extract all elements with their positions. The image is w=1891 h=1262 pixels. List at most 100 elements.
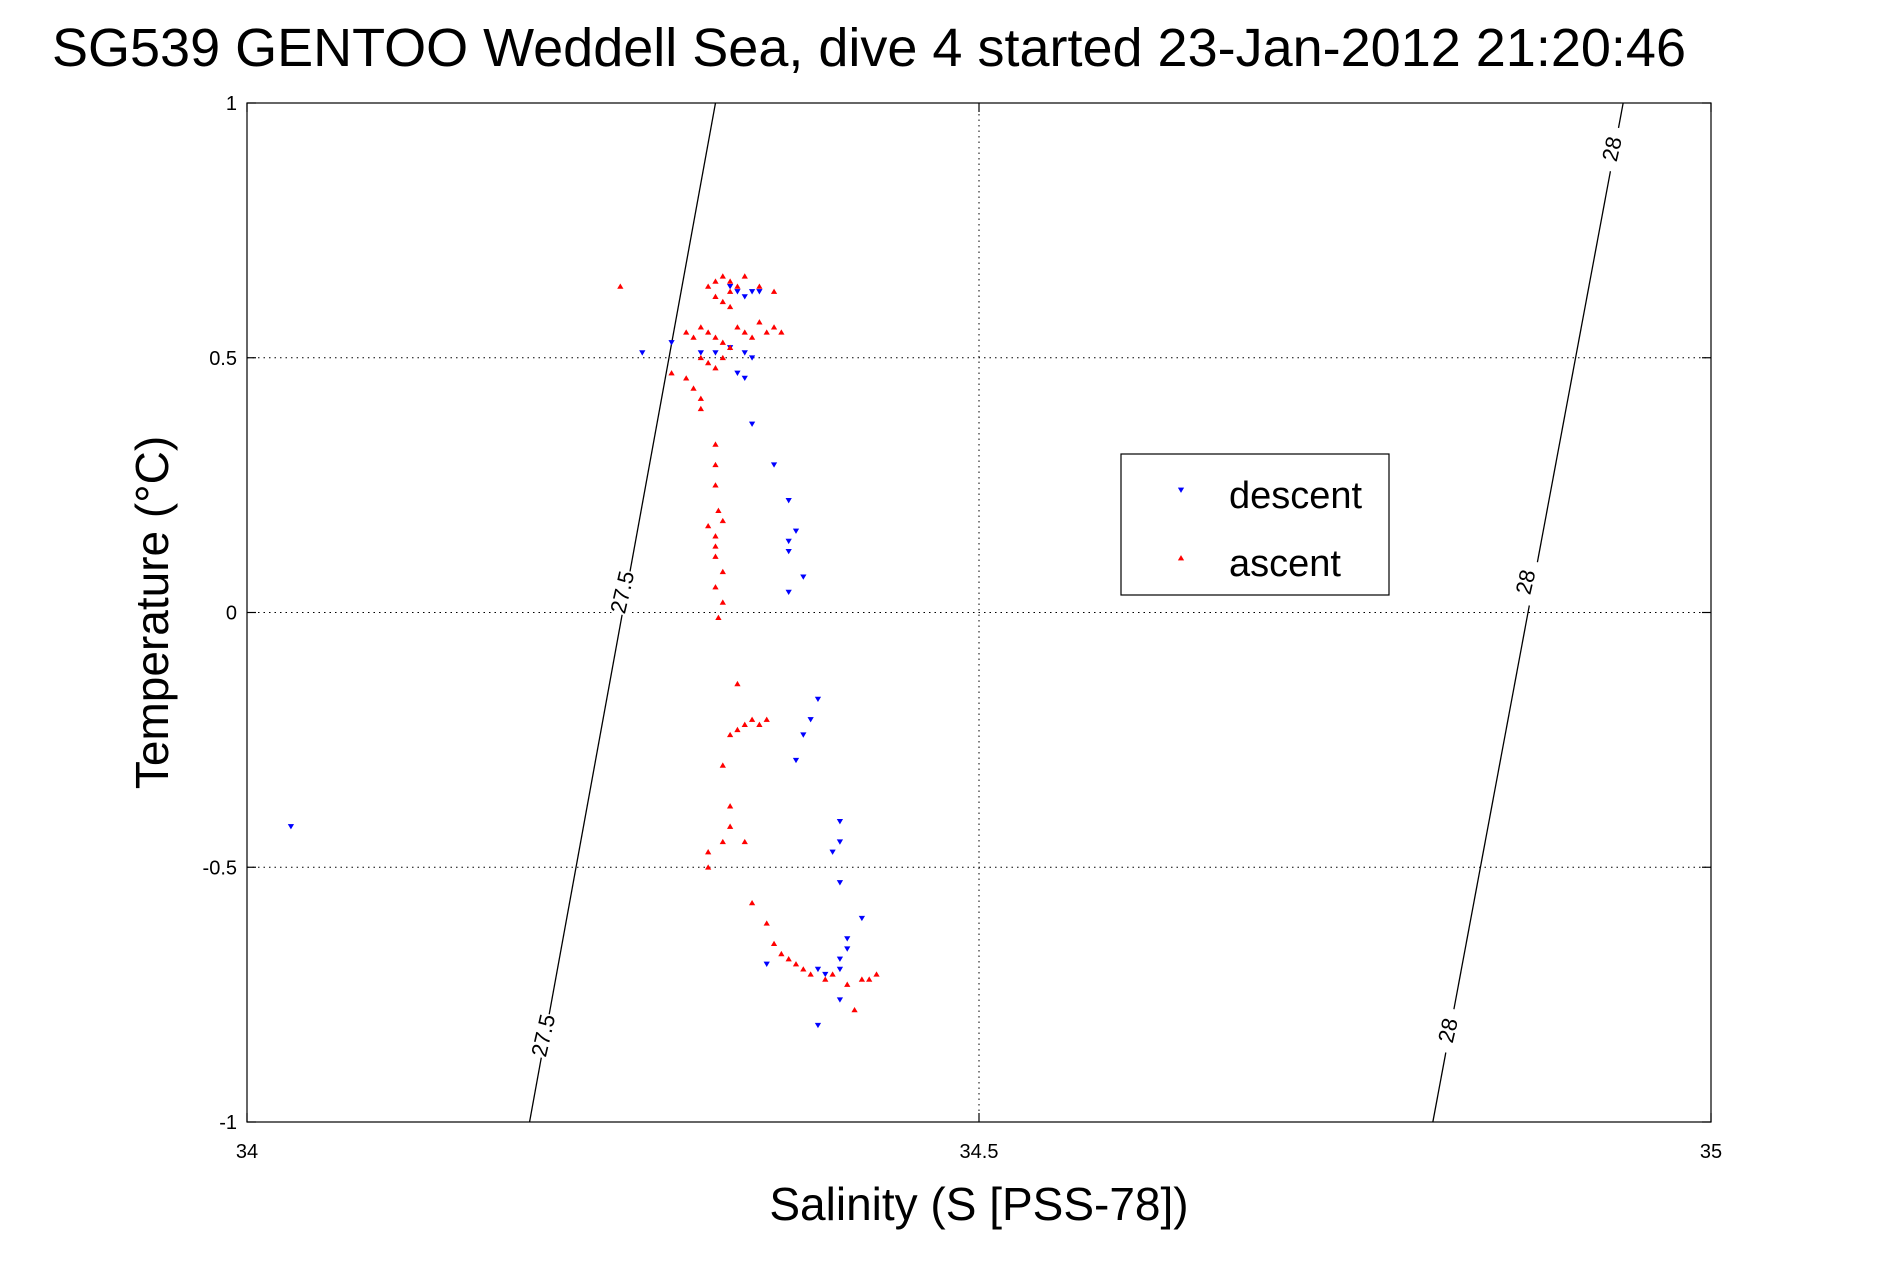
isopycnal-line: [1432, 102, 1624, 1123]
legend-label-descent: descent: [1229, 475, 1363, 517]
ascent-point: [705, 329, 712, 335]
descent-point: [844, 936, 851, 942]
descent-point: [785, 589, 792, 596]
ascent-point: [829, 971, 836, 977]
y-tick-label: -0.5: [203, 857, 237, 879]
ascent-point: [719, 298, 726, 305]
chart-title: SG539 GENTOO Weddell Sea, dive 4 started…: [52, 18, 1686, 78]
descent-point: [748, 289, 756, 295]
ascent-point: [858, 976, 866, 982]
ascent-point: [734, 324, 741, 330]
ascent-point: [763, 920, 770, 926]
ascent-point: [726, 303, 734, 310]
x-tick-label: 34: [236, 1141, 258, 1163]
descent-point: [836, 819, 844, 825]
descent-point: [697, 350, 704, 356]
descent-point: [807, 717, 814, 723]
ascent-point: [697, 324, 704, 330]
descent-point: [829, 849, 836, 855]
ascent-point: [851, 1006, 858, 1013]
ascent-point: [741, 721, 748, 727]
y-tick-label: 0.5: [209, 348, 237, 370]
ascent-point: [866, 976, 873, 982]
ascent-point: [770, 288, 778, 294]
ascent-point: [617, 283, 624, 289]
ascent-point: [697, 405, 704, 412]
descent-point: [756, 289, 763, 295]
y-tick-label: 1: [226, 93, 237, 115]
ascent-point: [697, 395, 704, 401]
legend: descent ascent: [1120, 453, 1390, 596]
descent-point: [726, 284, 734, 290]
ascent-point: [705, 864, 712, 870]
ascent-point: [690, 334, 697, 340]
ascent-point: [712, 278, 719, 284]
ascent-point: [778, 950, 785, 957]
ascent-point: [712, 293, 719, 299]
descent-point: [814, 1022, 822, 1029]
ascent-point: [712, 584, 719, 590]
ascent-point: [705, 849, 712, 855]
contour-label: 28: [1433, 1016, 1463, 1045]
descent-point: [763, 961, 770, 967]
descent-point: [748, 355, 756, 361]
ascent-point: [873, 971, 880, 977]
ascent-point: [712, 334, 719, 340]
ascent-point: [756, 721, 763, 727]
descent-point: [836, 966, 844, 973]
x-tick-label: 34.5: [960, 1141, 999, 1163]
descent-point: [712, 350, 719, 356]
ascent-point: [763, 329, 770, 335]
legend-label-ascent: ascent: [1229, 543, 1341, 585]
contour-label-bg: [524, 1010, 562, 1060]
ascent-point: [712, 553, 719, 559]
contour-label-bg: [1428, 1005, 1467, 1055]
y-axis-label: Temperature (°C): [126, 436, 178, 789]
ascent-point: [705, 359, 712, 366]
descent-point: [639, 350, 646, 356]
ascent-point: [807, 971, 814, 977]
descent-point: [668, 340, 675, 346]
ascent-point: [715, 507, 722, 513]
ascent-point: [705, 283, 712, 289]
descent-point: [741, 350, 748, 356]
data-points: [287, 273, 880, 1029]
descent-point: [858, 915, 866, 922]
descent-point: [785, 538, 792, 545]
ascent-point: [822, 976, 829, 982]
descent-point: [844, 946, 851, 952]
ascent-point: [726, 288, 734, 294]
descent-point: [800, 574, 807, 580]
ascent-point: [734, 680, 741, 687]
ascent-point: [668, 370, 675, 376]
ascent-point: [726, 731, 734, 738]
ascent-point: [712, 543, 719, 549]
legend-box: [1120, 453, 1390, 596]
descent-point: [734, 370, 741, 376]
contour-label-bg: [1592, 124, 1631, 174]
ascent-point: [712, 441, 719, 447]
contour-label-bg: [603, 567, 641, 617]
descent-point: [792, 757, 800, 764]
descent-point: [814, 966, 822, 973]
ascent-point: [726, 803, 734, 809]
ascent-point: [756, 283, 763, 289]
ascent-point: [719, 762, 726, 768]
ascent-point: [719, 354, 726, 361]
ascent-point: [770, 940, 778, 947]
ascent-point: [792, 961, 800, 967]
ascent-point: [748, 899, 756, 906]
descent-point: [741, 375, 748, 382]
y-tick-label: 0: [226, 603, 237, 625]
ascent-point: [712, 533, 719, 539]
legend-marker-descent: [1177, 487, 1185, 493]
descent-point: [836, 956, 844, 962]
descent-point: [792, 528, 800, 534]
descent-point: [785, 498, 792, 504]
descent-point: [836, 880, 844, 886]
ascent-point: [741, 273, 748, 279]
descent-point: [814, 696, 822, 703]
ascent-point: [705, 522, 712, 529]
